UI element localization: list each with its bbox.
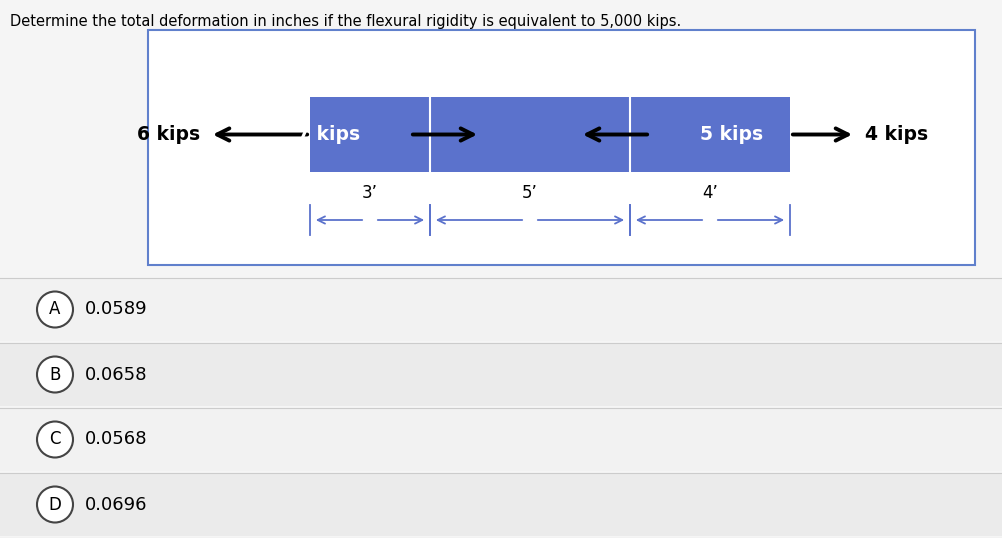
Bar: [0, 343, 1002, 406]
Text: 0.0568: 0.0568: [85, 430, 147, 449]
Text: B: B: [49, 365, 61, 384]
Text: 4’: 4’: [702, 184, 718, 202]
Text: 0.0589: 0.0589: [85, 301, 147, 318]
Text: 0.0696: 0.0696: [85, 495, 147, 513]
Circle shape: [37, 486, 73, 522]
Text: 5’: 5’: [522, 184, 538, 202]
Circle shape: [37, 421, 73, 457]
Bar: [310, 97, 790, 172]
Text: 6 kips: 6 kips: [137, 125, 200, 144]
Text: 3’: 3’: [362, 184, 378, 202]
Text: 0.0658: 0.0658: [85, 365, 147, 384]
Text: 5 kips: 5 kips: [700, 125, 764, 144]
Text: 4 kips: 4 kips: [865, 125, 928, 144]
Text: Determine the total deformation in inches if the flexural rigidity is equivalent: Determine the total deformation in inche…: [10, 14, 681, 29]
Bar: [0, 408, 1002, 471]
Text: D: D: [48, 495, 61, 513]
Bar: [148, 30, 975, 265]
Text: 7 kips: 7 kips: [297, 125, 360, 144]
Bar: [0, 473, 1002, 536]
Circle shape: [37, 292, 73, 328]
Text: A: A: [49, 301, 61, 318]
Bar: [0, 278, 1002, 341]
Circle shape: [37, 357, 73, 393]
Text: C: C: [49, 430, 61, 449]
